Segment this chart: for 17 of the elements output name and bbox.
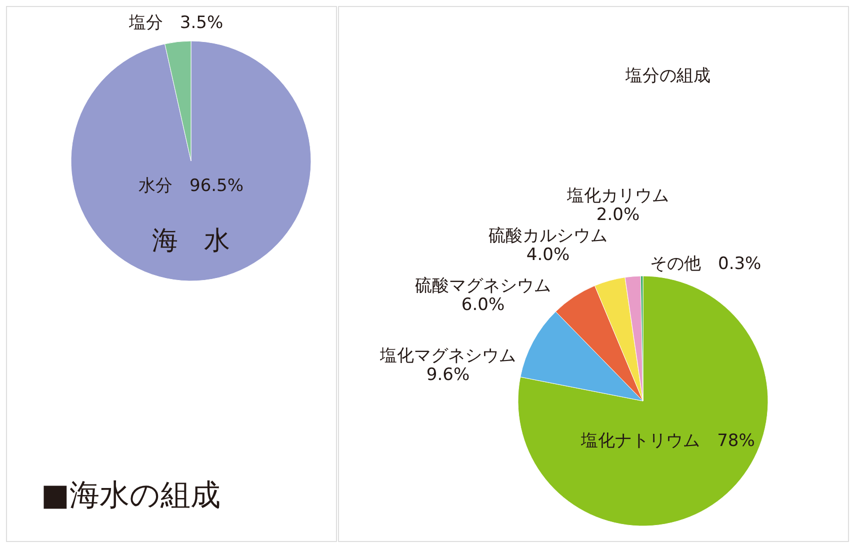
slice-label: 水分 96.5% <box>138 176 244 196</box>
slice-label: 塩分 3.5% <box>128 13 224 33</box>
slice-label: 硫酸マグネシウム <box>415 276 551 296</box>
slice-label: 塩化マグネシウム <box>379 346 516 366</box>
slice-label: 塩化カリウム <box>566 186 669 206</box>
slice-label: 塩化ナトリウム 78% <box>580 431 755 451</box>
slice-label: 硫酸カルシウム <box>488 226 608 246</box>
text: 海 水 <box>152 226 230 256</box>
slice-label: その他 0.3% <box>650 254 762 274</box>
data-label: 6.0% <box>461 295 505 315</box>
data-label: 4.0% <box>526 245 570 265</box>
chart-title: 塩分の組成 <box>624 66 710 86</box>
data-label: 9.6% <box>426 365 470 385</box>
pie-slice <box>70 40 312 282</box>
pie-slice <box>518 276 768 526</box>
text: ■海水の組成 <box>41 478 220 513</box>
data-label: 2.0% <box>596 205 640 225</box>
